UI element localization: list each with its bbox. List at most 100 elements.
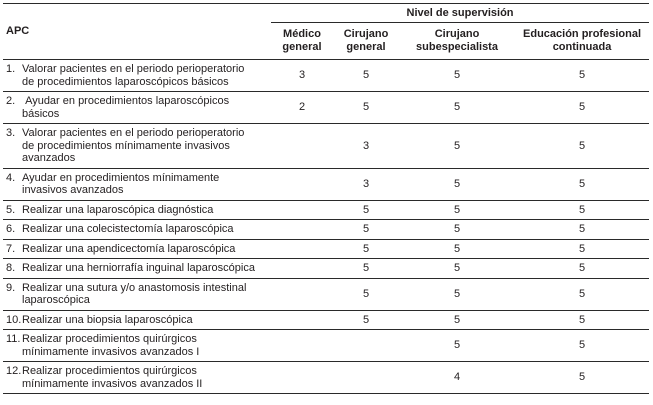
row-label: Realizar una herniorrafía inguinal lapar… bbox=[22, 262, 255, 274]
cell-medico-general bbox=[271, 310, 333, 330]
cell-cirujano-subespecialista: 5 bbox=[399, 59, 515, 92]
row-number: 5. bbox=[6, 203, 16, 216]
cell-cirujano-general: 5 bbox=[333, 219, 399, 240]
cell-medico-general bbox=[271, 200, 333, 220]
cell-cirujano-general: 5 bbox=[333, 258, 399, 279]
cell-educacion-continuada: 5 bbox=[515, 219, 650, 240]
task-cell: 7. Realizar una apendicectomía laparoscó… bbox=[3, 239, 271, 259]
column-header-medico-general: Médico general bbox=[271, 22, 333, 60]
task-cell: 9. Realizar una sutura y/o anastomosis i… bbox=[3, 278, 271, 311]
task-cell: 4. Ayudar en procedimientos mínimamente … bbox=[3, 168, 271, 201]
task-cell: 5. Realizar una laparoscópica diagnóstic… bbox=[3, 200, 271, 220]
cell-educacion-continuada: 5 bbox=[515, 258, 650, 279]
cell-educacion-continuada: 5 bbox=[515, 91, 650, 124]
cell-medico-general bbox=[271, 278, 333, 311]
row-number: 4. bbox=[6, 171, 16, 184]
cell-medico-general bbox=[271, 219, 333, 240]
row-label: Realizar una colecistectomía laparoscópi… bbox=[22, 223, 234, 235]
cell-medico-general: 2 bbox=[271, 91, 333, 124]
cell-educacion-continuada: 5 bbox=[515, 168, 650, 201]
cell-medico-general bbox=[271, 329, 333, 362]
table-row: 4. Ayudar en procedimientos mínimamente … bbox=[3, 168, 650, 201]
cell-medico-general: 3 bbox=[271, 59, 333, 92]
table-row: 12. Realizar procedimientos quirúrgicos … bbox=[3, 361, 650, 394]
cell-cirujano-subespecialista: 5 bbox=[399, 168, 515, 201]
task-cell: 3. Valorar pacientes en el periodo perio… bbox=[3, 123, 271, 169]
table-row: 8. Realizar una herniorrafía inguinal la… bbox=[3, 258, 650, 279]
cell-cirujano-subespecialista: 5 bbox=[399, 278, 515, 311]
cell-cirujano-subespecialista: 5 bbox=[399, 239, 515, 259]
cell-medico-general bbox=[271, 123, 333, 169]
task-cell: 10. Realizar una biopsia laparoscópica bbox=[3, 310, 271, 330]
column-header-educacion-profesional-continuada: Educación profesional continuada bbox=[515, 22, 650, 60]
table-row: 11. Realizar procedimientos quirúrgicos … bbox=[3, 329, 650, 362]
cell-cirujano-general: 3 bbox=[333, 168, 399, 201]
cell-cirujano-general: 5 bbox=[333, 310, 399, 330]
table-row: 5. Realizar una laparoscópica diagnóstic… bbox=[3, 200, 650, 220]
row-label: Realizar procedimientos quirúrgicos míni… bbox=[22, 333, 200, 358]
cell-educacion-continuada: 5 bbox=[515, 200, 650, 220]
corner-header-apc: APC bbox=[3, 3, 271, 60]
row-label: Valorar pacientes en el periodo perioper… bbox=[22, 127, 245, 164]
task-cell: 6. Realizar una colecistectomía laparosc… bbox=[3, 219, 271, 240]
cell-medico-general bbox=[271, 361, 333, 394]
table-row: 7. Realizar una apendicectomía laparoscó… bbox=[3, 239, 650, 259]
table-header: APC Nivel de supervisión Médico general … bbox=[3, 3, 650, 60]
cell-cirujano-subespecialista: 5 bbox=[399, 91, 515, 124]
row-label: Ayudar en procedimientos laparoscópicos … bbox=[22, 95, 230, 120]
cell-educacion-continuada: 5 bbox=[515, 329, 650, 362]
cell-educacion-continuada: 5 bbox=[515, 123, 650, 169]
task-cell: 11. Realizar procedimientos quirúrgicos … bbox=[3, 329, 271, 362]
cell-cirujano-subespecialista: 5 bbox=[399, 200, 515, 220]
cell-cirujano-general: 5 bbox=[333, 278, 399, 311]
row-number: 8. bbox=[6, 262, 16, 274]
table-row: 2. Ayudar en procedimientos laparoscópic… bbox=[3, 91, 650, 124]
cell-cirujano-general bbox=[333, 361, 399, 394]
cell-cirujano-subespecialista: 5 bbox=[399, 310, 515, 330]
row-label: Realizar procedimientos quirúrgicos míni… bbox=[22, 365, 203, 390]
row-number: 6. bbox=[6, 223, 16, 235]
row-label: Ayudar en procedimientos mínimamente inv… bbox=[22, 171, 220, 197]
row-number: 1. bbox=[6, 63, 16, 75]
row-number: 3. bbox=[6, 127, 16, 139]
table-row: 10. Realizar una biopsia laparoscópica 5… bbox=[3, 310, 650, 330]
cell-educacion-continuada: 5 bbox=[515, 361, 650, 394]
row-label: Realizar una apendicectomía laparoscópic… bbox=[22, 242, 236, 255]
column-header-cirujano-general: Cirujano general bbox=[333, 22, 399, 60]
cell-cirujano-subespecialista: 4 bbox=[399, 361, 515, 394]
cell-cirujano-general: 5 bbox=[333, 200, 399, 220]
cell-cirujano-subespecialista: 5 bbox=[399, 258, 515, 279]
cell-cirujano-general: 5 bbox=[333, 91, 399, 124]
cell-cirujano-subespecialista: 5 bbox=[399, 123, 515, 169]
table-row: 3. Valorar pacientes en el periodo perio… bbox=[3, 123, 650, 169]
row-label: Realizar una laparoscópica diagnóstica bbox=[22, 203, 214, 216]
cell-cirujano-general: 5 bbox=[333, 239, 399, 259]
cell-cirujano-general bbox=[333, 329, 399, 362]
task-cell: 2. Ayudar en procedimientos laparoscópic… bbox=[3, 91, 271, 124]
row-number: 12. bbox=[6, 365, 22, 377]
table-row: 1. Valorar pacientes en el periodo perio… bbox=[3, 59, 650, 92]
cell-cirujano-general: 3 bbox=[333, 123, 399, 169]
cell-cirujano-subespecialista: 5 bbox=[399, 329, 515, 362]
task-cell: 1. Valorar pacientes en el periodo perio… bbox=[3, 59, 271, 92]
row-number: 7. bbox=[6, 242, 16, 255]
cell-educacion-continuada: 5 bbox=[515, 59, 650, 92]
table-row: 9. Realizar una sutura y/o anastomosis i… bbox=[3, 278, 650, 311]
cell-medico-general bbox=[271, 239, 333, 259]
row-label: Valorar pacientes en el periodo perioper… bbox=[22, 63, 245, 88]
table-body: 1. Valorar pacientes en el periodo perio… bbox=[3, 59, 650, 394]
row-number: 10. bbox=[6, 313, 22, 326]
cell-medico-general bbox=[271, 258, 333, 279]
supervision-table: APC Nivel de supervisión Médico general … bbox=[3, 3, 650, 394]
cell-educacion-continuada: 5 bbox=[515, 278, 650, 311]
cell-cirujano-subespecialista: 5 bbox=[399, 219, 515, 240]
cell-educacion-continuada: 5 bbox=[515, 239, 650, 259]
row-number: 2. bbox=[6, 95, 16, 107]
task-cell: 8. Realizar una herniorrafía inguinal la… bbox=[3, 258, 271, 279]
cell-medico-general bbox=[271, 168, 333, 201]
column-header-cirujano-subespecialista: Cirujano subespecialista bbox=[399, 22, 515, 60]
row-number: 9. bbox=[6, 281, 16, 294]
cell-cirujano-general: 5 bbox=[333, 59, 399, 92]
task-cell: 12. Realizar procedimientos quirúrgicos … bbox=[3, 361, 271, 394]
row-label: Realizar una sutura y/o anastomosis inte… bbox=[22, 281, 247, 307]
